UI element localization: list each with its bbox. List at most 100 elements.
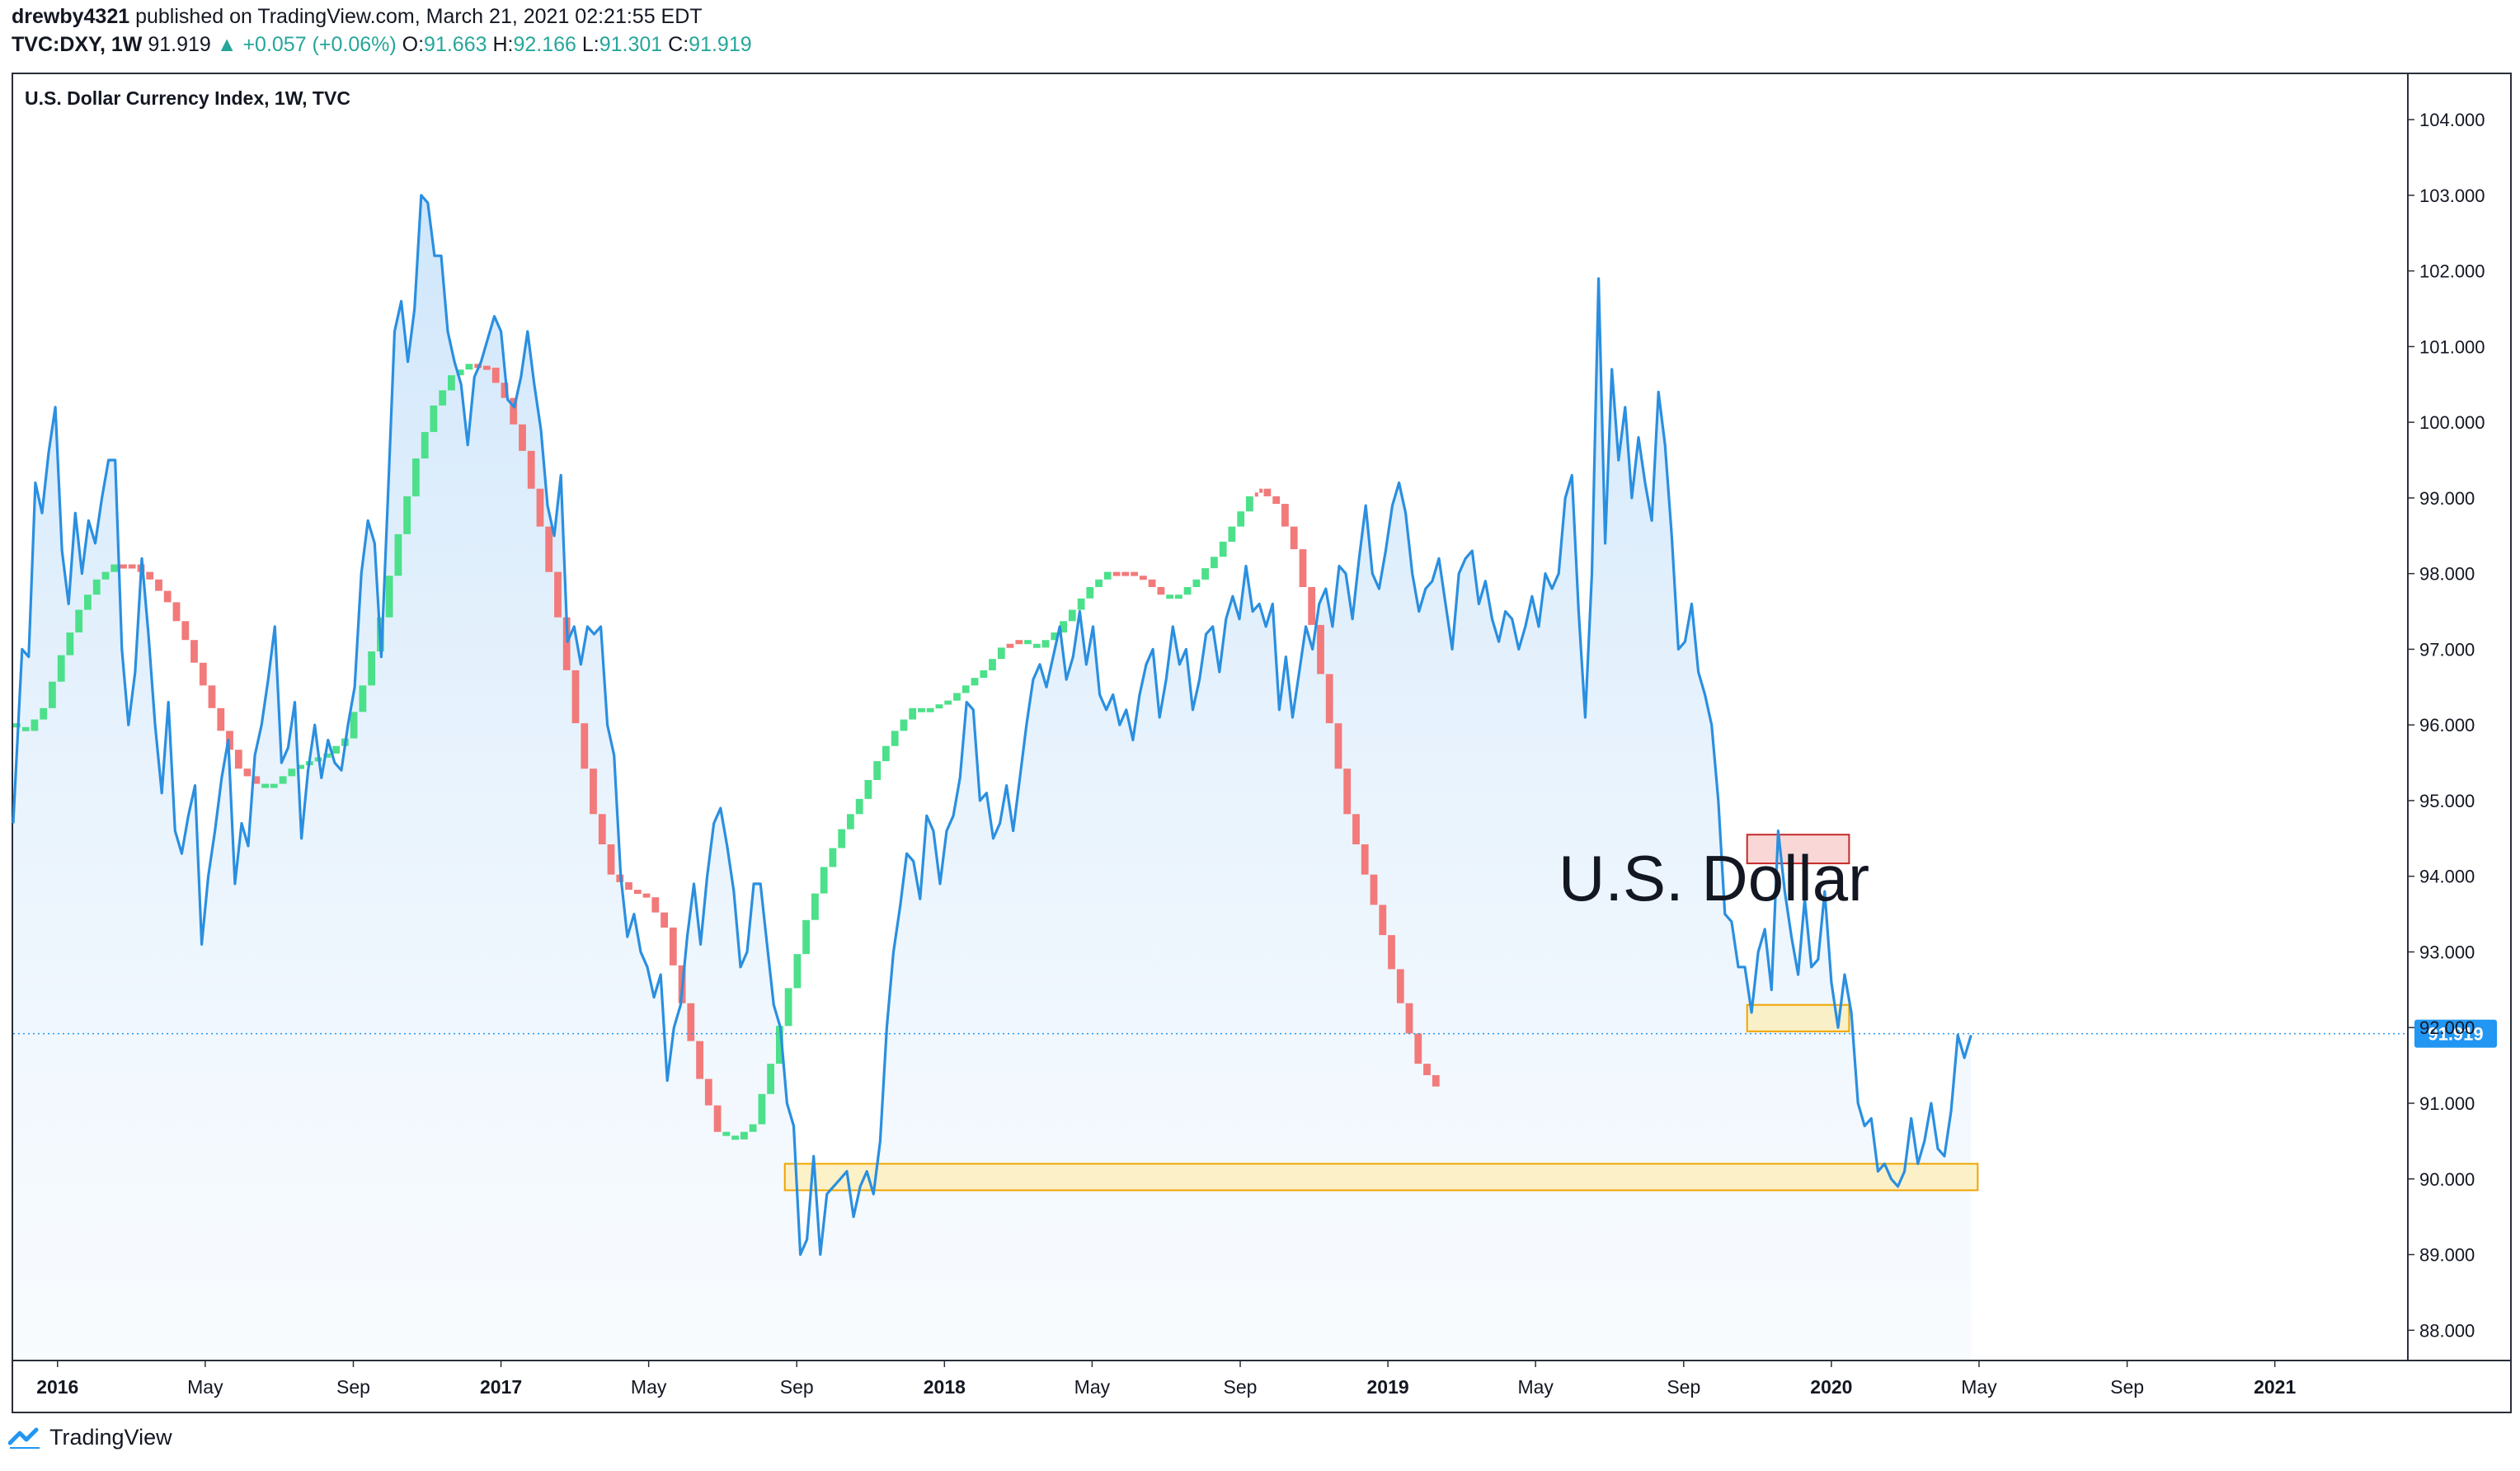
ma-brick [838,829,846,848]
x-tick-label: 2016 [36,1376,78,1398]
ma-brick [847,814,854,829]
tradingview-logo-icon [8,1427,40,1449]
x-tick-label: Sep [1224,1376,1258,1398]
ma-brick [1192,579,1201,587]
ma-brick [1396,969,1404,1003]
ma-brick [696,1041,703,1079]
ma-brick [1148,579,1156,587]
ma-brick [953,693,961,701]
ma-brick [297,764,304,769]
ma-brick [961,685,970,693]
low-value: 91.301 [599,33,663,56]
ma-brick [651,897,660,913]
ma-brick [1068,609,1076,622]
price-line [12,194,1972,1257]
symbol-label: TVC:DXY, 1W [12,33,143,56]
price-area-fill [13,195,1972,1361]
ma-brick [536,488,544,527]
ma-brick [980,670,988,679]
ma-brick [767,1064,774,1094]
ma-brick [1432,1074,1440,1087]
ma-brick [997,647,1005,660]
ma-brick [172,602,181,622]
ma-brick [598,814,606,844]
zone-red-2 [1746,834,1850,865]
ma-brick [226,731,233,750]
high-label: H: [492,33,514,56]
last-value: 91.919 [148,33,211,56]
ma-brick [412,458,420,496]
ma-brick [483,365,491,370]
ma-brick [971,678,979,686]
close-label: C: [668,33,689,56]
ma-brick [288,768,296,777]
ma-brick [448,375,455,391]
ma-brick [909,707,917,720]
ma-brick [784,988,792,1027]
y-tick-label: 94.000 [2419,867,2475,887]
ma-brick [749,1124,757,1132]
ma-brick [554,571,562,618]
x-tick-label: 2021 [2254,1376,2296,1398]
ma-brick [199,662,207,686]
ma-brick [669,927,677,966]
author-name[interactable]: drewby4321 [12,5,130,28]
tradingview-brand[interactable]: TradingView [49,1425,172,1450]
ma-brick [1166,595,1173,599]
ma-brick [704,1079,712,1106]
ma-brick [332,745,340,754]
ma-brick [1317,624,1324,674]
ma-brick [1325,674,1333,724]
ma-brick [820,867,828,894]
ma-brick [633,890,642,895]
ma-brick [155,579,162,591]
ma-brick [1370,874,1378,905]
ma-brick [101,571,110,580]
last-price-label: 91.919 [2428,1024,2483,1045]
ma-brick [234,750,242,769]
ma-brick [1263,488,1272,496]
ma-brick [864,780,872,799]
ma-brick [75,609,83,632]
x-tick-label: Sep [1667,1376,1700,1398]
ma-brick [581,723,589,769]
ma-brick [190,640,198,663]
ma-brick [1237,511,1245,527]
ma-brick [21,726,30,731]
ma-brick [350,712,358,739]
ma-brick [66,632,74,656]
change-arrow-icon: ▲ [216,33,237,56]
ma-brick [243,768,252,777]
ma-brick [439,390,447,406]
ma-brick [1254,492,1258,497]
ma-brick [545,526,553,572]
ma-brick [1259,488,1263,493]
ma-brick [120,564,127,569]
open-label: O: [402,33,425,56]
ma-brick [1246,496,1253,512]
x-tick-label: May [631,1376,667,1398]
ma-brick [1379,905,1387,936]
high-value: 92.166 [513,33,576,56]
ma-brick [527,450,535,489]
ma-brick [944,700,952,705]
ma-brick [687,1003,695,1041]
ma-brick [1423,1064,1431,1075]
y-tick-label: 98.000 [2419,564,2475,585]
ma-brick [571,670,580,724]
ma-brick [1140,576,1147,580]
ma-brick [1361,844,1369,875]
ma-brick [1228,526,1236,542]
symbol-header: TVC:DXY, 1W 91.919 ▲ +0.057 (+0.06%) O:9… [12,33,752,57]
ma-brick [359,685,367,712]
y-tick-label: 96.000 [2419,715,2475,736]
y-tick-label: 102.000 [2419,261,2485,282]
ma-brick [110,564,119,572]
chart-annotation: U.S. Dollar [1559,842,1870,914]
ma-brick [217,707,225,731]
ma-brick [1211,557,1218,569]
ma-brick [989,659,996,670]
ma-brick [811,893,819,920]
ma-brick [1131,571,1138,576]
